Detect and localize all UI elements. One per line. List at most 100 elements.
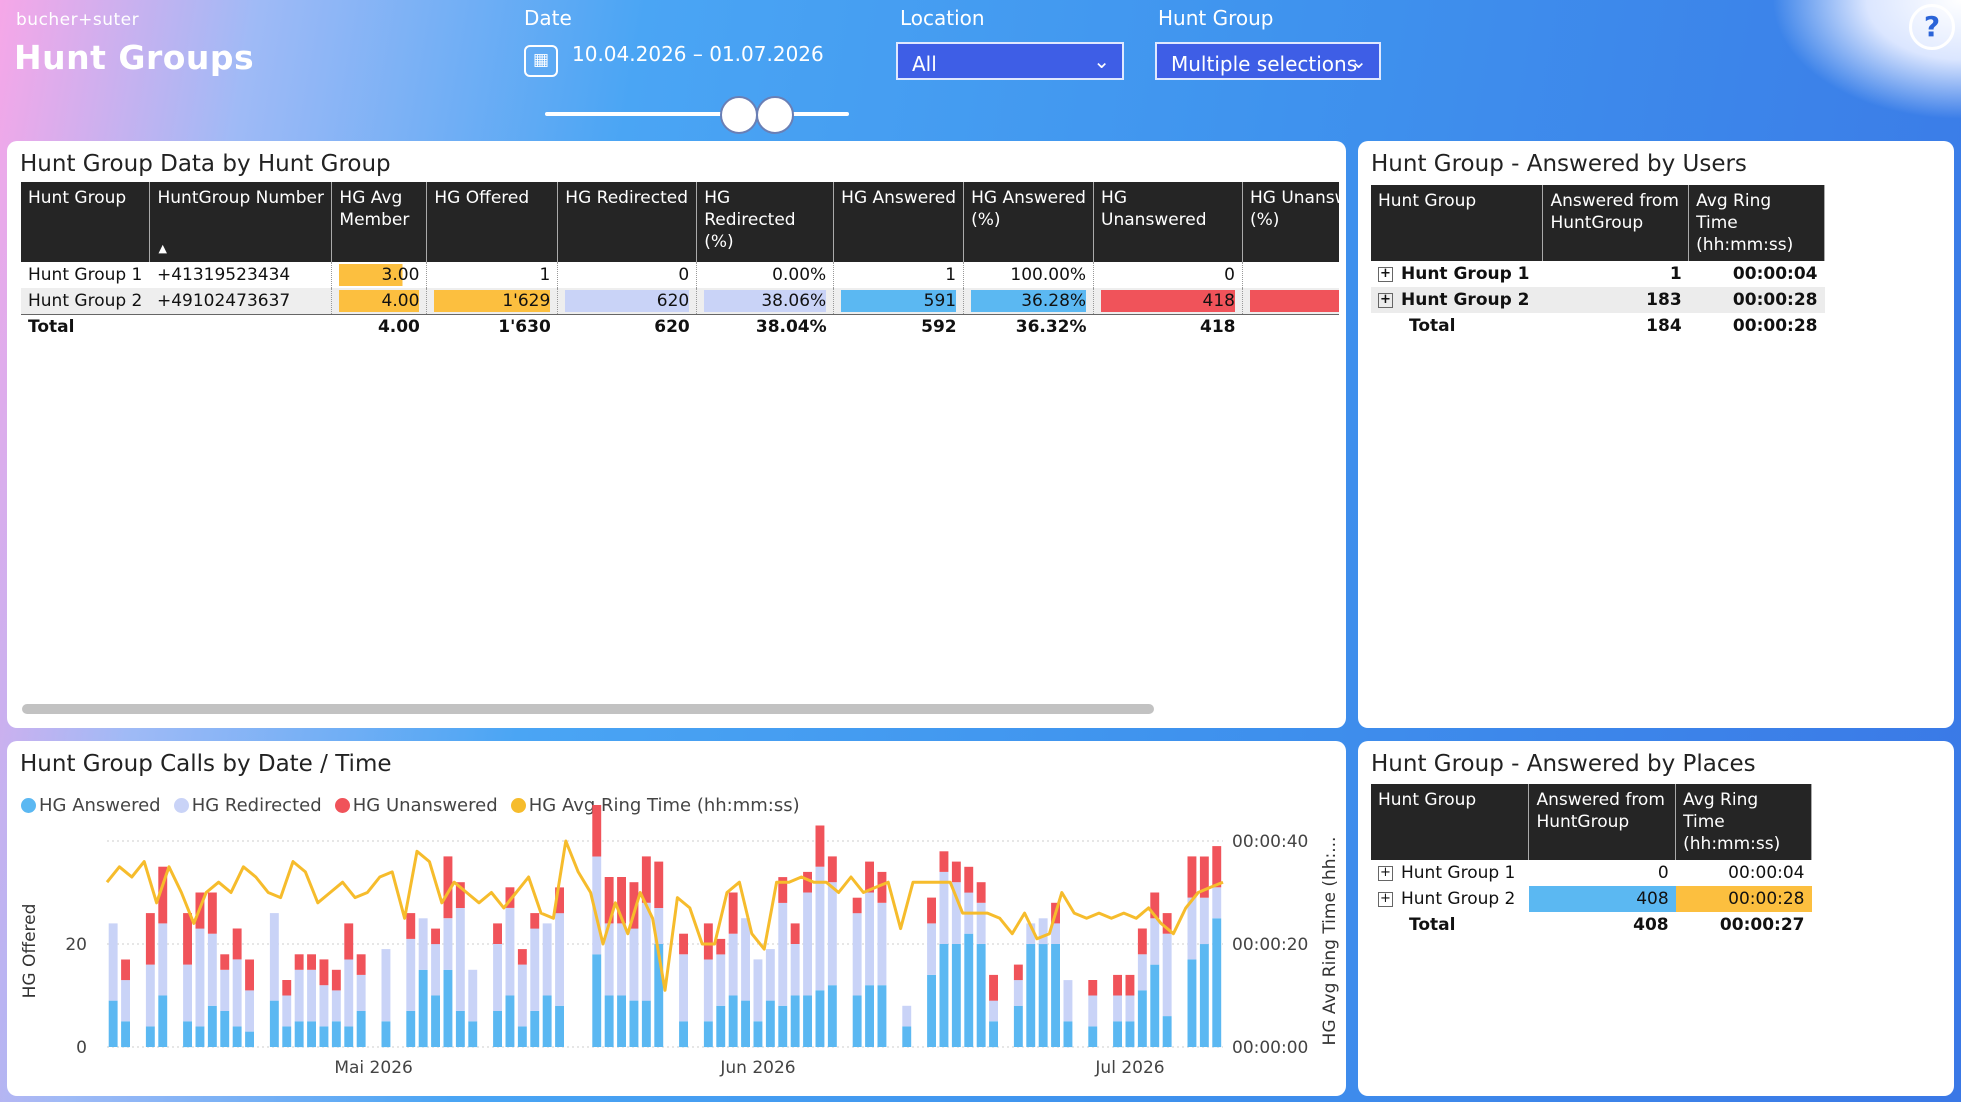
bar-unanswered [803, 871, 812, 893]
bar-answered [703, 1021, 713, 1048]
bar-unanswered [505, 887, 515, 908]
bar-unanswered [1137, 928, 1147, 955]
expand-icon[interactable]: + [1378, 266, 1393, 282]
row-label-cell[interactable]: + Hunt Group 2 [1371, 886, 1529, 912]
col-header-hg-redirected[interactable]: HG Redirected [557, 182, 698, 262]
users-table-title: Hunt Group - Answered by Users [1371, 151, 1747, 177]
bar-answered [654, 944, 664, 1047]
bar-answered [121, 1021, 130, 1048]
legend-item[interactable]: HG Answered [21, 795, 161, 816]
bar-redirected [1013, 980, 1023, 1006]
col-header-hunt-group[interactable]: Hunt Group [21, 182, 151, 262]
col-header-label: HuntGroup Number [157, 188, 324, 208]
bar-redirected [629, 928, 639, 1001]
bar-unanswered [331, 969, 341, 991]
total-row: Total 408 00:00:27 [1371, 912, 1812, 938]
expand-icon[interactable]: + [1378, 865, 1393, 881]
bar-redirected [158, 923, 168, 996]
bar-redirected [145, 964, 155, 1027]
main-table-viewport[interactable]: Hunt Group HuntGroup Number ▲ HG Avg Memb… [21, 182, 1339, 340]
main-table-title: Hunt Group Data by Hunt Group [20, 151, 391, 177]
date-slider-end-handle[interactable] [756, 96, 794, 134]
ring-time-cell: 00:00:28 [1675, 886, 1812, 912]
col-header-hg-redirected-pct[interactable]: HG Redirected (%) [696, 182, 835, 262]
huntgroup-number-cell: +49102473637 [156, 290, 291, 311]
bar-unanswered [939, 851, 949, 872]
bar-redirected [195, 928, 205, 1027]
bar-redirected [617, 923, 626, 996]
col-header-answered-from-huntgroup[interactable]: Answered from HuntGroup [1542, 185, 1690, 261]
hg-avg-member-total: 4.00 [331, 313, 427, 340]
col-header-hg-unanswered-pct[interactable]: HG Unanswered (%) [1242, 182, 1339, 262]
date-slider-start-handle[interactable] [720, 96, 758, 134]
bar-answered [1212, 918, 1222, 1048]
bar-answered [319, 1026, 329, 1047]
location-dropdown[interactable]: All ⌄ [896, 42, 1124, 80]
col-header-hg-answered[interactable]: HG Answered [833, 182, 965, 262]
bar-answered [418, 969, 428, 1048]
expand-icon[interactable]: + [1378, 891, 1393, 907]
hg-answered-pct-cell: 100.00% [963, 262, 1094, 288]
hg-answered-pct-total: 36.32% [963, 313, 1094, 340]
bar-redirected [902, 1005, 912, 1027]
col-header-hg-avg-member[interactable]: HG Avg Member [331, 182, 428, 262]
bar-answered [455, 1010, 465, 1047]
answered-by-places-table: Hunt Group Answered from HuntGroup Avg R… [1371, 784, 1812, 938]
calls-by-date-panel: Hunt Group Calls by Date / Time HG Answe… [7, 741, 1346, 1096]
date-range-value[interactable]: 10.04.2026 – 01.07.2026 [572, 42, 824, 66]
col-header-hg-unanswered[interactable]: HG Unanswered [1093, 182, 1243, 262]
bar-redirected [679, 954, 688, 1022]
huntgroup-dropdown[interactable]: Multiple selections ⌄ [1155, 42, 1381, 80]
bar-unanswered [344, 923, 354, 960]
places-table-title: Hunt Group - Answered by Places [1371, 751, 1756, 777]
help-icon[interactable]: ? [1909, 4, 1955, 50]
horizontal-scrollbar[interactable] [22, 704, 1154, 714]
row-label-cell[interactable]: + Hunt Group 1 [1371, 860, 1529, 886]
col-header-hunt-group[interactable]: Hunt Group [1371, 784, 1530, 860]
bar-redirected [827, 882, 837, 986]
col-header-avg-ring-time[interactable]: Avg Ring Time (hh:mm:ss) [1688, 185, 1825, 261]
bar-unanswered [827, 856, 837, 883]
bar-redirected [443, 918, 453, 970]
bar-answered [1162, 1016, 1172, 1047]
bar-answered [852, 995, 862, 1047]
bar-redirected [1051, 923, 1060, 944]
bar-answered [195, 1026, 205, 1047]
col-header-answered-from-huntgroup[interactable]: Answered from HuntGroup [1528, 784, 1677, 860]
bar-redirected [220, 969, 230, 1011]
bar-answered [431, 995, 440, 1047]
row-label-cell[interactable]: + Hunt Group 2 [1371, 287, 1543, 313]
bar-answered [183, 1021, 192, 1048]
bar-answered [902, 1026, 912, 1047]
col-header-avg-ring-time[interactable]: Avg Ring Time (hh:mm:ss) [1675, 784, 1812, 860]
legend-item[interactable]: HG Unanswered [334, 795, 498, 816]
bar-answered [592, 954, 602, 1047]
total-answered: 408 [1633, 915, 1669, 935]
bar-redirected [865, 892, 874, 986]
bar-unanswered [654, 861, 664, 908]
bar-unanswered [443, 856, 453, 919]
bar-redirected [307, 969, 316, 1022]
legend-item[interactable]: HG Redirected [173, 795, 322, 816]
bar-unanswered [493, 923, 502, 944]
table-row: Hunt Group 2 +49102473637 4.00 1'629 620 38.0… [21, 288, 1339, 314]
legend-swatch [21, 798, 36, 813]
bar-unanswered [790, 923, 800, 944]
bar-unanswered [1162, 913, 1172, 934]
bar-answered [641, 1000, 651, 1047]
col-header-hg-offered[interactable]: HG Offered [426, 182, 559, 262]
bar-answered [877, 985, 887, 1047]
col-header-hunt-group[interactable]: Hunt Group [1371, 185, 1544, 261]
col-header-huntgroup-number[interactable]: HuntGroup Number ▲ [149, 182, 333, 262]
bar-redirected [976, 902, 986, 944]
calendar-icon[interactable]: ▦ [524, 45, 558, 77]
bar-redirected [505, 907, 515, 996]
bar-redirected [555, 913, 564, 1006]
row-label-cell[interactable]: + Hunt Group 1 [1371, 261, 1543, 287]
col-header-hg-answered-pct[interactable]: HG Answered (%) [963, 182, 1095, 262]
date-slider-track[interactable] [545, 112, 849, 116]
huntgroup-number-cell: +41319523434 [156, 265, 291, 285]
expand-icon[interactable]: + [1378, 292, 1393, 308]
total-row: Total 184 00:00:28 [1371, 313, 1825, 339]
x-tick-label: Jun 2026 [719, 1058, 795, 1078]
